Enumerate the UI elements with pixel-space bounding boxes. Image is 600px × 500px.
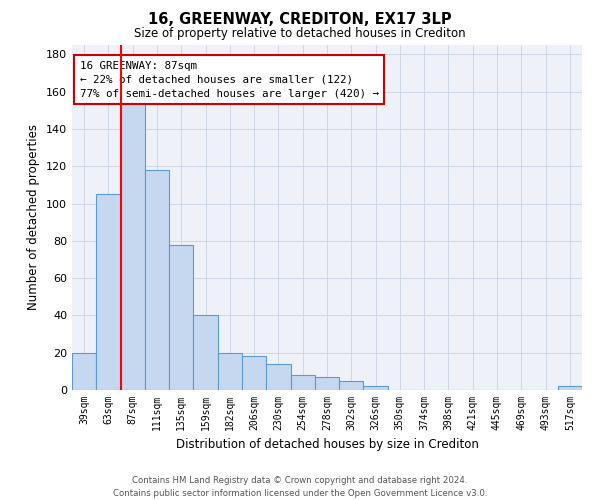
- Bar: [266, 364, 290, 390]
- Bar: [558, 386, 582, 390]
- Bar: [290, 375, 315, 390]
- Y-axis label: Number of detached properties: Number of detached properties: [28, 124, 40, 310]
- X-axis label: Distribution of detached houses by size in Crediton: Distribution of detached houses by size …: [176, 438, 478, 452]
- Bar: [193, 316, 218, 390]
- Bar: [96, 194, 121, 390]
- Bar: [339, 380, 364, 390]
- Text: 16 GREENWAY: 87sqm
← 22% of detached houses are smaller (122)
77% of semi-detach: 16 GREENWAY: 87sqm ← 22% of detached hou…: [80, 60, 379, 98]
- Bar: [218, 352, 242, 390]
- Bar: [121, 101, 145, 390]
- Text: Size of property relative to detached houses in Crediton: Size of property relative to detached ho…: [134, 28, 466, 40]
- Bar: [364, 386, 388, 390]
- Bar: [169, 244, 193, 390]
- Bar: [145, 170, 169, 390]
- Text: 16, GREENWAY, CREDITON, EX17 3LP: 16, GREENWAY, CREDITON, EX17 3LP: [148, 12, 452, 28]
- Bar: [242, 356, 266, 390]
- Bar: [72, 352, 96, 390]
- Text: Contains HM Land Registry data © Crown copyright and database right 2024.
Contai: Contains HM Land Registry data © Crown c…: [113, 476, 487, 498]
- Bar: [315, 377, 339, 390]
